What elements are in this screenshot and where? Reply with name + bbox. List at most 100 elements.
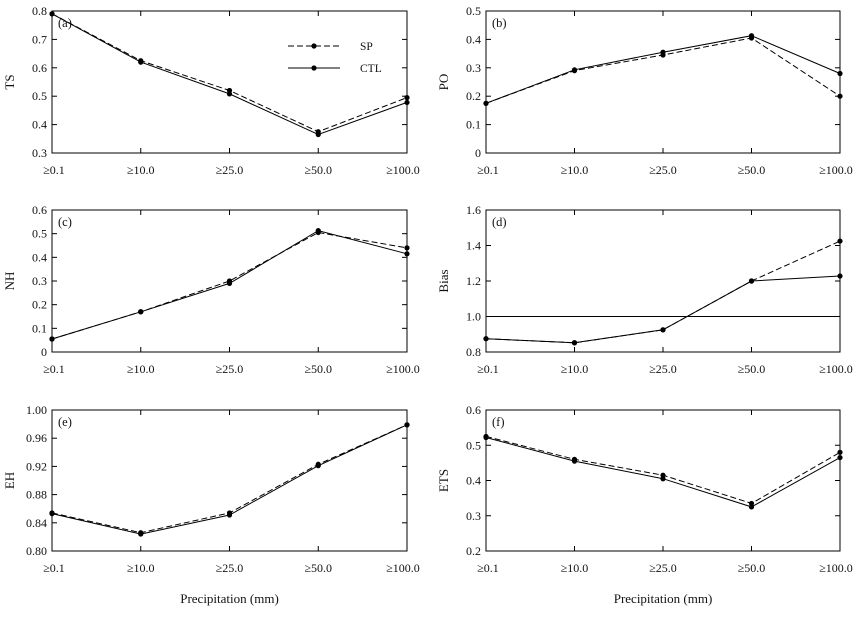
data-point-ctl <box>483 336 489 342</box>
data-point-ctl <box>49 511 55 517</box>
x-tick-label: ≥10.0 <box>561 163 589 177</box>
x-tick-label: ≥10.0 <box>561 561 589 575</box>
y-tick-label: 0.1 <box>466 118 481 132</box>
data-point-ctl <box>226 91 233 97</box>
plot-frame <box>51 10 408 154</box>
data-point-ctl <box>748 504 755 510</box>
x-tick-label: ≥50.0 <box>738 163 766 177</box>
y-tick-label: 0.84 <box>26 516 47 530</box>
x-tick-label: ≥0.1 <box>477 362 499 376</box>
y-tick-label: 0.88 <box>26 488 47 502</box>
panel-b: 0 0.1 0.2 0.3 0.4 0.5 ≥0.1 ≥10.0 ≥25.0 ≥50.0 ≥100.… <box>436 4 853 177</box>
x-tick-label: ≥10.0 <box>127 362 155 376</box>
data-point-ctl <box>483 100 489 106</box>
data-point-ctl <box>571 458 578 464</box>
plot-frame <box>485 10 841 154</box>
data-point-ctl <box>404 422 410 428</box>
data-point-ctl <box>837 454 843 461</box>
x-tick-label: ≥100.0 <box>386 163 420 177</box>
y-tick-label: 0.5 <box>466 438 481 452</box>
x-tick-label: ≥25.0 <box>216 163 244 177</box>
data-point-ctl <box>837 70 843 77</box>
y-tick-label: 1.00 <box>26 403 47 417</box>
y-tick-label: 1.4 <box>466 239 481 253</box>
y-tick-label: 0.8 <box>32 4 47 18</box>
panel-letter: (f) <box>492 415 505 429</box>
panel-c: 0 0.1 0.2 0.3 0.4 0.5 0.6 ≥0.1 ≥10.0 ≥25.0 ≥50.0 ≥1… <box>2 203 420 376</box>
panel-letter: (e) <box>58 415 72 429</box>
x-tick-label: ≥100.0 <box>386 561 420 575</box>
y-axis-label: PO <box>436 74 451 91</box>
series-line-sp <box>51 13 408 133</box>
data-point-ctl <box>315 227 321 234</box>
y-tick-label: 1.2 <box>466 274 481 288</box>
data-point-ctl <box>138 309 144 315</box>
series-line-sp <box>485 37 841 104</box>
x-tick-label: ≥0.1 <box>477 163 499 177</box>
data-point-ctl <box>571 67 578 73</box>
series-line-ctl <box>485 35 841 104</box>
panel-e: 0.80 0.84 0.88 0.92 0.96 1.00 ≥0.1 ≥10.0 ≥25.0 ≥5… <box>2 403 420 606</box>
data-point-sp <box>404 245 410 251</box>
y-tick-label: 0 <box>475 146 481 160</box>
y-tick-label: 0.6 <box>32 203 47 217</box>
x-tick-label: ≥10.0 <box>561 362 589 376</box>
data-point-ctl <box>138 59 144 65</box>
y-tick-label: 0.3 <box>32 146 47 160</box>
x-tick-label: ≥100.0 <box>386 362 420 376</box>
data-point-ctl <box>660 327 666 333</box>
y-tick-label: 0.4 <box>466 32 481 46</box>
data-point-ctl <box>660 476 666 482</box>
panel-a: 0.3 0.4 0.5 0.6 0.7 0.8 ≥0.1 ≥10.0 ≥25.0 ≥50.0 ≥10… <box>2 4 420 177</box>
y-tick-label: 0.92 <box>26 459 47 473</box>
y-axis-label: EH <box>2 472 17 489</box>
x-tick-label: ≥50.0 <box>304 561 332 575</box>
data-point-ctl <box>49 11 55 17</box>
data-point-sp <box>837 238 843 244</box>
legend-marker <box>311 43 317 49</box>
y-tick-label: 0.4 <box>32 250 47 264</box>
x-tick-label: ≥0.1 <box>43 163 65 177</box>
data-point-ctl <box>660 49 666 55</box>
y-tick-label: 0.2 <box>32 298 47 312</box>
x-tick-label: ≥50.0 <box>304 362 332 376</box>
y-axis-label: Bias <box>436 269 451 292</box>
y-tick-label: 0.80 <box>26 544 47 558</box>
y-tick-label: 1.6 <box>466 203 481 217</box>
x-tick-label: ≥0.1 <box>43 362 65 376</box>
plot-frame <box>51 409 408 552</box>
data-point-ctl <box>404 251 410 257</box>
y-tick-label: 0.5 <box>32 89 47 103</box>
legend-label-ctl: CTL <box>360 63 382 75</box>
y-tick-label: 0.5 <box>466 4 481 18</box>
x-tick-label: ≥25.0 <box>216 561 244 575</box>
y-tick-label: 0.2 <box>466 544 481 558</box>
y-axis-label: TS <box>2 74 17 89</box>
data-point-ctl <box>226 280 233 286</box>
data-point-ctl <box>748 33 755 39</box>
x-tick-label: ≥100.0 <box>819 163 853 177</box>
panel-d: 0.8 1.0 1.2 1.4 1.6 ≥0.1 ≥10.0 ≥25.0 ≥50.0 ≥100.0… <box>436 203 853 376</box>
series-line-ctl <box>51 424 408 535</box>
series-line-ctl <box>51 13 408 136</box>
x-tick-label: ≥25.0 <box>649 163 677 177</box>
y-axis-label: ETS <box>436 469 451 492</box>
x-tick-label: ≥25.0 <box>216 362 244 376</box>
data-point-ctl <box>748 278 755 284</box>
data-point-sp <box>404 95 410 101</box>
legend-label-sp: SP <box>360 41 373 53</box>
y-tick-label: 0.3 <box>32 274 47 288</box>
y-tick-label: 0.2 <box>466 89 481 103</box>
x-tick-label: ≥0.1 <box>43 561 65 575</box>
panel-f: 0.2 0.3 0.4 0.5 0.6 ≥0.1 ≥10.0 ≥25.0 ≥50.0 ≥100.0… <box>436 403 853 606</box>
x-tick-label: ≥10.0 <box>127 561 155 575</box>
data-point-sp <box>837 93 843 99</box>
panel-letter: (c) <box>58 215 72 229</box>
data-point-ctl <box>226 512 233 518</box>
data-point-ctl <box>837 273 843 279</box>
series-line-ctl <box>485 437 841 508</box>
y-axis-label: NH <box>2 272 17 291</box>
y-tick-label: 0 <box>41 345 47 359</box>
y-tick-label: 0.1 <box>32 321 47 335</box>
